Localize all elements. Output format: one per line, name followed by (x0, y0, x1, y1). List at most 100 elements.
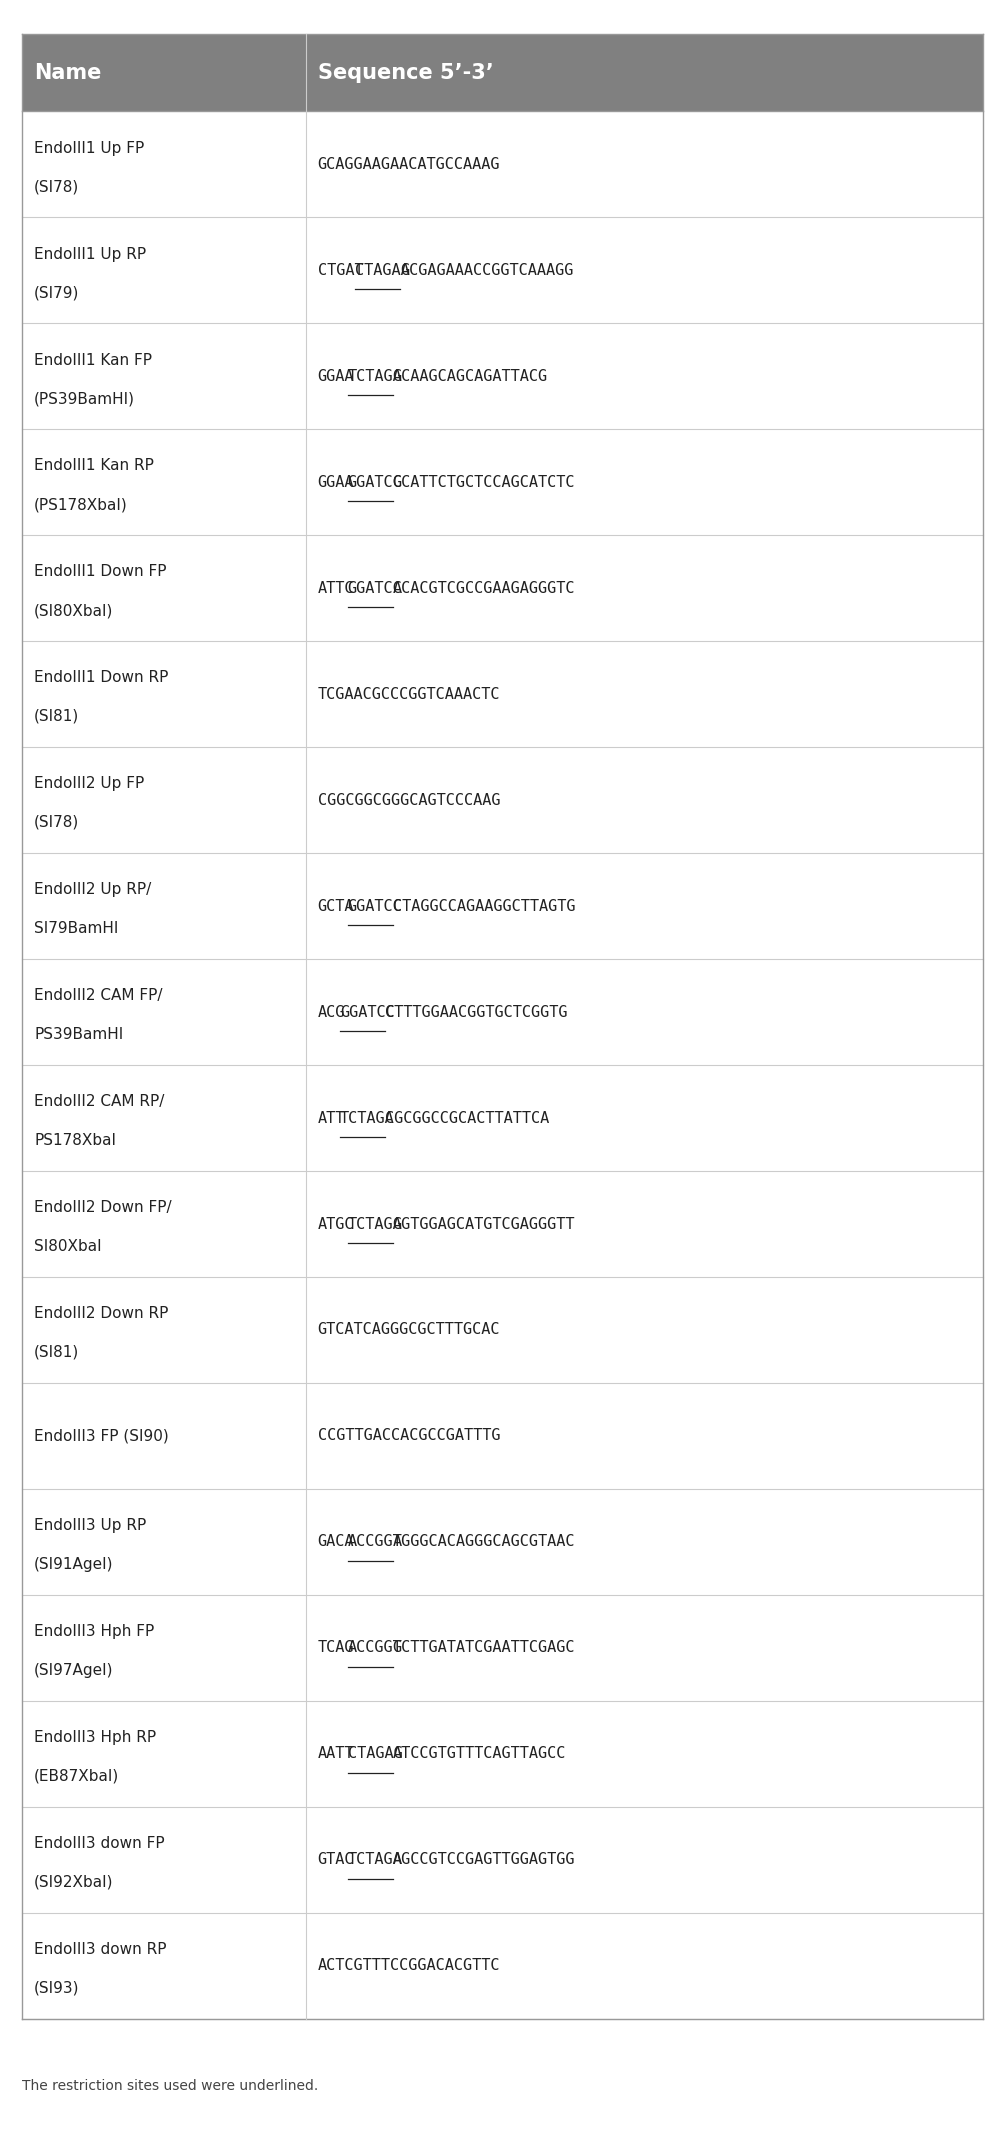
Text: EndoIII1 Up RP: EndoIII1 Up RP (34, 246, 147, 261)
Text: EndoIII2 Down FP/: EndoIII2 Down FP/ (34, 1200, 172, 1215)
Bar (22, 536, 306, 641)
Bar (22, 1489, 306, 1594)
Text: GGATCC: GGATCC (348, 898, 402, 913)
Text: ATGC: ATGC (318, 1217, 354, 1232)
Bar (306, 853, 983, 960)
Text: AGCCGTCCGAGTTGGAGTGG: AGCCGTCCGAGTTGGAGTGG (393, 1852, 575, 1867)
Text: TCGAACGCCCGGTCAAACTC: TCGAACGCCCGGTCAAACTC (318, 686, 500, 701)
Text: SI79BamHI: SI79BamHI (34, 921, 119, 936)
Text: GCTA: GCTA (318, 898, 354, 913)
Bar (22, 34, 306, 111)
Text: ACCGGT: ACCGGT (348, 1534, 402, 1549)
Bar (306, 641, 983, 748)
Bar (22, 216, 306, 324)
Text: GCGAGAAACCGGTCAAAGG: GCGAGAAACCGGTCAAAGG (400, 264, 574, 279)
Text: EndoIII3 down FP: EndoIII3 down FP (34, 1837, 165, 1852)
Text: TCTAGA: TCTAGA (348, 369, 402, 384)
Bar (22, 1594, 306, 1702)
Bar (306, 748, 983, 853)
Text: Name: Name (34, 62, 102, 84)
Bar (306, 1277, 983, 1382)
Bar (22, 1914, 306, 2019)
Text: GACA: GACA (318, 1534, 354, 1549)
Bar (306, 960, 983, 1065)
Text: (SI80XbaI): (SI80XbaI) (34, 602, 114, 617)
Bar (306, 1807, 983, 1914)
Bar (306, 429, 983, 536)
Bar (22, 1807, 306, 1914)
Text: AGGGCACAGGGCAGCGTAAC: AGGGCACAGGGCAGCGTAAC (393, 1534, 575, 1549)
Text: GCATTCTGCTCCAGCATCTC: GCATTCTGCTCCAGCATCTC (393, 476, 575, 491)
Text: CGCGGCCGCACTTATTCA: CGCGGCCGCACTTATTCA (385, 1110, 550, 1125)
Bar (22, 1170, 306, 1277)
Bar (22, 1382, 306, 1489)
Text: EndoIII2 CAM RP/: EndoIII2 CAM RP/ (34, 1095, 165, 1110)
Text: GGAA: GGAA (318, 369, 354, 384)
Bar (306, 1702, 983, 1807)
Text: EndoIII3 Hph FP: EndoIII3 Hph FP (34, 1624, 155, 1639)
Text: CTAGAA: CTAGAA (355, 264, 410, 279)
Text: CTTTGGAACGGTGCTCGGTG: CTTTGGAACGGTGCTCGGTG (385, 1005, 568, 1020)
Text: ATT: ATT (318, 1110, 345, 1125)
Bar (306, 536, 983, 641)
Text: GTCATCAGGGCGCTTTGCAC: GTCATCAGGGCGCTTTGCAC (318, 1322, 500, 1337)
Text: PS39BamHI: PS39BamHI (34, 1026, 124, 1041)
Text: (PS178XbaI): (PS178XbaI) (34, 497, 128, 512)
Text: CGGCGGCGGGCAGTCCCAAG: CGGCGGCGGGCAGTCCCAAG (318, 793, 500, 808)
Bar (22, 1277, 306, 1382)
Text: EndoIII1 Down RP: EndoIII1 Down RP (34, 671, 169, 686)
Text: ATCCGTGTTTCAGTTAGCC: ATCCGTGTTTCAGTTAGCC (393, 1747, 566, 1762)
Text: SI80XbaI: SI80XbaI (34, 1239, 102, 1254)
Text: (SI97AgeI): (SI97AgeI) (34, 1663, 114, 1678)
Text: GCAGGAAGAACATGCCAAAG: GCAGGAAGAACATGCCAAAG (318, 156, 500, 171)
Text: (SI78): (SI78) (34, 180, 79, 195)
Text: ACG: ACG (318, 1005, 345, 1020)
Bar (306, 216, 983, 324)
Text: (PS39BamHI): (PS39BamHI) (34, 390, 135, 405)
Text: ACCGGT: ACCGGT (348, 1639, 402, 1654)
Text: (SI81): (SI81) (34, 709, 79, 724)
Bar (22, 111, 306, 216)
Bar (22, 1065, 306, 1170)
Text: GCTTGATATCGAATTCGAGC: GCTTGATATCGAATTCGAGC (393, 1639, 575, 1654)
Bar (306, 34, 983, 111)
Bar (306, 1065, 983, 1170)
Bar (22, 1702, 306, 1807)
Bar (306, 1382, 983, 1489)
Bar (306, 1170, 983, 1277)
Text: TCTAGA: TCTAGA (340, 1110, 395, 1125)
Text: GCAAGCAGCAGATTACG: GCAAGCAGCAGATTACG (393, 369, 548, 384)
Text: ATTC: ATTC (318, 581, 354, 596)
Text: ACTCGTTTCCGGACACGTTC: ACTCGTTTCCGGACACGTTC (318, 1959, 500, 1974)
Text: GTAC: GTAC (318, 1852, 354, 1867)
Text: EndoIII3 Up RP: EndoIII3 Up RP (34, 1517, 147, 1532)
Text: (SI81): (SI81) (34, 1344, 79, 1359)
Text: CTAGGCCAGAAGGCTTAGTG: CTAGGCCAGAAGGCTTAGTG (393, 898, 575, 913)
Text: (SI78): (SI78) (34, 814, 79, 829)
Text: EndoIII1 Kan RP: EndoIII1 Kan RP (34, 459, 154, 474)
Text: EndoIII1 Kan FP: EndoIII1 Kan FP (34, 351, 152, 366)
Text: (EB87XbaI): (EB87XbaI) (34, 1768, 120, 1783)
Text: CCGTTGACCACGCCGATTTG: CCGTTGACCACGCCGATTTG (318, 1429, 500, 1444)
Text: GGTGGAGCATGTCGAGGGTT: GGTGGAGCATGTCGAGGGTT (393, 1217, 575, 1232)
Text: EndoIII2 CAM FP/: EndoIII2 CAM FP/ (34, 988, 163, 1003)
Text: TCTAGA: TCTAGA (348, 1852, 402, 1867)
Text: EndoIII1 Up FP: EndoIII1 Up FP (34, 141, 145, 156)
Text: ACACGTCGCCGAAGAGGGTC: ACACGTCGCCGAAGAGGGTC (393, 581, 575, 596)
Text: GGATCC: GGATCC (348, 476, 402, 491)
Text: GGATCC: GGATCC (340, 1005, 395, 1020)
Bar (306, 111, 983, 216)
Text: TCTAGA: TCTAGA (348, 1217, 402, 1232)
Text: (SI91AgeI): (SI91AgeI) (34, 1556, 114, 1571)
Text: CTAGAG: CTAGAG (348, 1747, 402, 1762)
Bar (22, 853, 306, 960)
Text: AATT: AATT (318, 1747, 354, 1762)
Text: Sequence 5’-3’: Sequence 5’-3’ (318, 62, 493, 84)
Text: EndoIII2 Down RP: EndoIII2 Down RP (34, 1305, 169, 1320)
Bar (306, 1914, 983, 2019)
Bar (22, 429, 306, 536)
Bar (22, 960, 306, 1065)
Bar (22, 641, 306, 748)
Text: (SI79): (SI79) (34, 285, 79, 300)
Text: (SI92XbaI): (SI92XbaI) (34, 1875, 114, 1890)
